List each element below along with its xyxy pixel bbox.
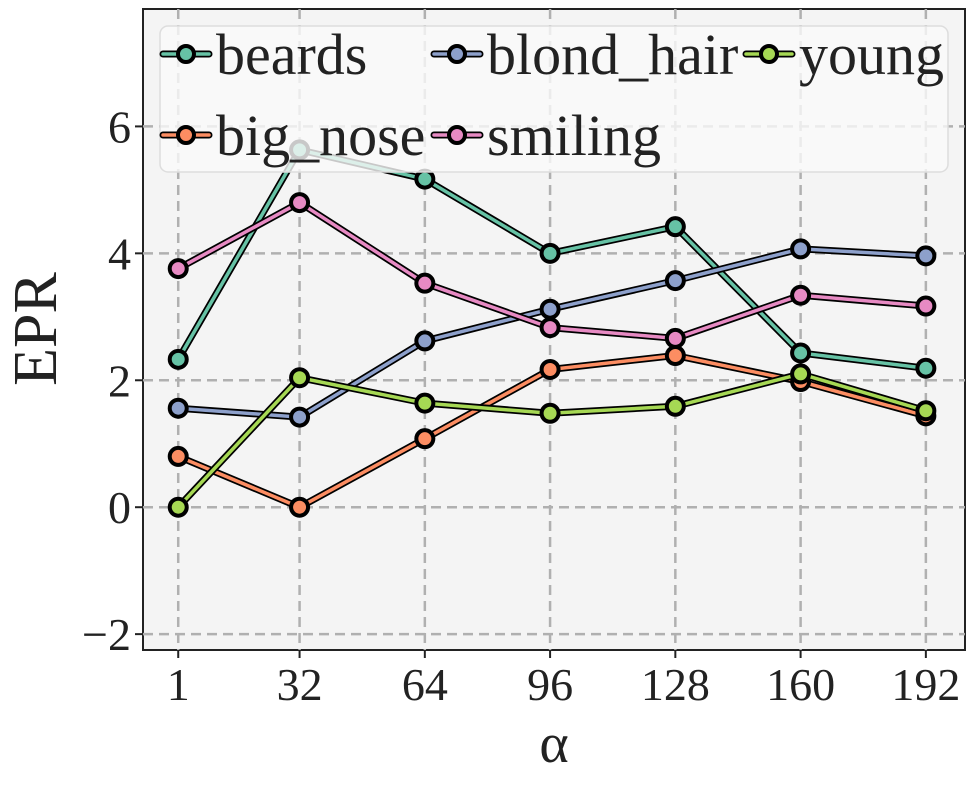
x-tick-label: 192 [891,659,960,710]
legend-swatch-marker [176,44,196,64]
data-point [414,428,436,450]
y-tick-label: 0 [108,482,131,533]
x-tick-label: 96 [527,659,573,710]
y-axis-ticks: −2 0 2 4 6 [82,101,143,660]
legend-swatch-marker [447,125,467,145]
legend-label: beards [216,22,367,87]
data-point [167,258,189,280]
x-axis-label: α [539,713,568,775]
data-point [915,400,937,422]
y-tick-label: 6 [108,101,131,152]
x-tick-label: 128 [641,659,710,710]
legend-swatch-marker [447,44,467,64]
data-point [790,284,812,306]
y-tick-label: 2 [108,355,131,406]
data-point [167,496,189,518]
y-axis-label: EPR [2,272,70,386]
legend-swatch-marker [759,44,779,64]
x-tick-label: 160 [766,659,835,710]
data-point [664,395,686,417]
legend-label: big_nose [216,103,425,168]
data-point [289,496,311,518]
data-point [790,238,812,260]
series-blond-hair [167,238,937,428]
legend-item-smiling: smiling [430,103,661,168]
x-tick-label: 32 [277,659,323,710]
legend-box [159,25,949,173]
data-point [539,317,561,339]
data-point [414,272,436,294]
legend-item-beards: beards [159,22,367,87]
data-point [414,330,436,352]
x-tick-label: 1 [167,659,190,710]
data-point [414,392,436,414]
data-point [539,242,561,264]
x-axis-ticks: 1 32 64 96 128 160 192 [167,650,960,710]
data-point [790,363,812,385]
data-point [539,298,561,320]
legend-label: smiling [487,103,661,168]
legend-item-big-nose: big_nose [159,103,425,168]
data-point [289,406,311,428]
legend-item-young: young [742,22,944,87]
data-point [915,295,937,317]
data-point [539,358,561,380]
data-point [289,192,311,214]
data-point [167,445,189,467]
data-point [414,168,436,190]
data-point [664,216,686,238]
y-tick-label: 4 [108,228,131,279]
data-point [167,348,189,370]
data-point [790,342,812,364]
data-point [289,367,311,389]
legend-label: blond_hair [487,22,738,87]
data-point [664,327,686,349]
data-point [664,345,686,367]
x-tick-label: 64 [402,659,448,710]
data-point [167,397,189,419]
data-point [664,270,686,292]
series-smiling [167,192,937,349]
y-tick-label: −2 [82,609,131,660]
legend-label: young [799,22,944,87]
data-point [915,357,937,379]
data-point [915,245,937,267]
data-point [539,402,561,424]
series-young [167,363,937,518]
legend-swatch-marker [176,125,196,145]
legend-item-blond-hair: blond_hair [430,22,738,87]
